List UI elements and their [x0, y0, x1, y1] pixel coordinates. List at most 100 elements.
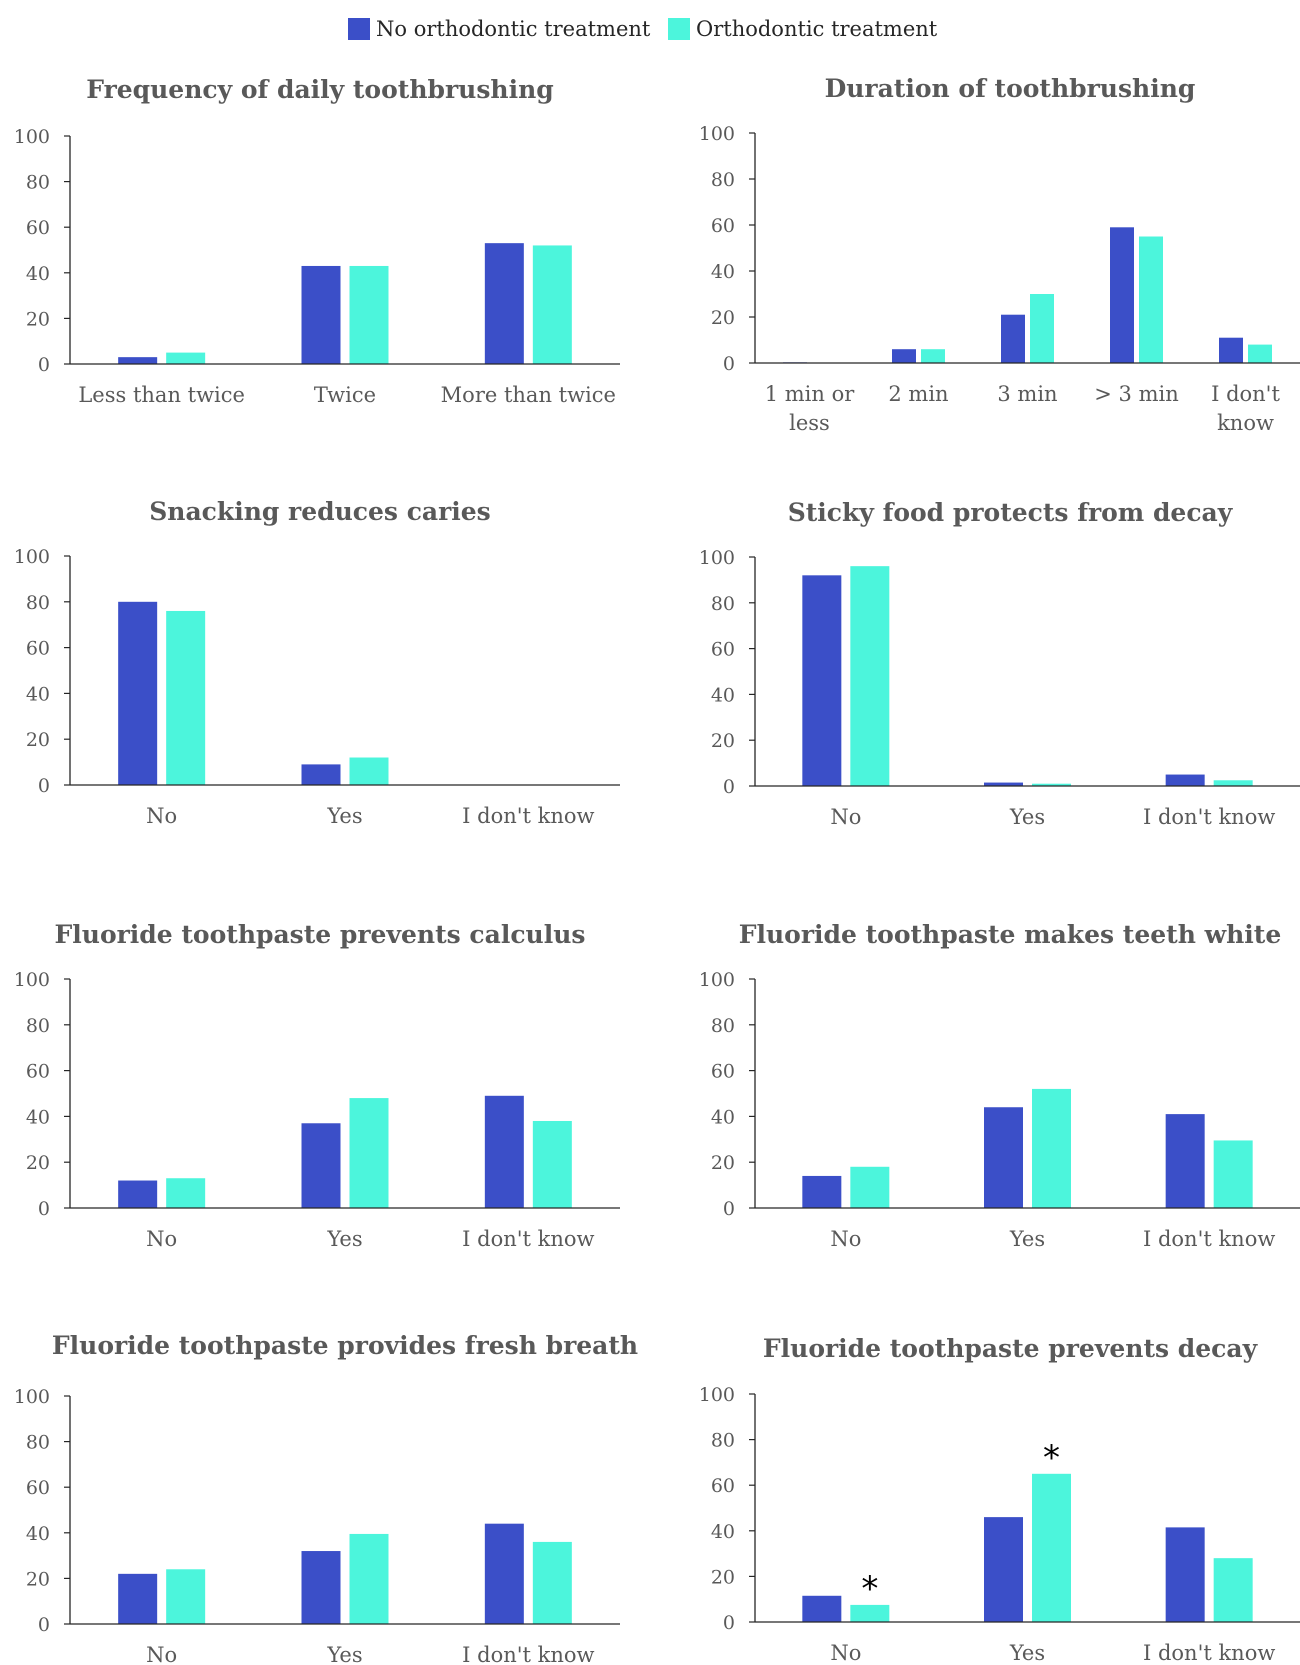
category-label: Yes	[1009, 1641, 1045, 1665]
bar-treatment-1	[850, 566, 890, 786]
y-tick-label: 100	[14, 969, 50, 991]
category-label: I don't know	[1143, 1641, 1275, 1665]
category-label: Yes	[1009, 1227, 1045, 1251]
y-tick-label: 20	[711, 1152, 735, 1174]
chart-title: Snacking reduces caries	[149, 497, 491, 526]
bar-treatment-2	[1032, 1088, 1071, 1208]
y-tick-label: 20	[711, 1566, 735, 1588]
y-tick-label: 60	[711, 215, 735, 237]
bar-treatment-1	[166, 610, 206, 785]
category-label: No	[146, 1643, 177, 1665]
category-label: Yes	[326, 1227, 362, 1251]
category-label: I don't know	[462, 804, 594, 828]
bar-no-treatment-1	[802, 1175, 842, 1208]
category-label: less	[789, 411, 830, 435]
y-tick-label: 80	[26, 1432, 50, 1454]
y-tick-label: 20	[26, 308, 50, 330]
y-tick-label: 0	[723, 1612, 735, 1634]
category-label: Yes	[326, 804, 362, 828]
chart-panel-7: Fluoride toothpaste provides fresh breat…	[14, 1331, 638, 1665]
bar-treatment-2	[1032, 1473, 1071, 1622]
chart-title: Duration of toothbrushing	[825, 74, 1196, 103]
bar-no-treatment-3	[1001, 314, 1025, 363]
bar-no-treatment-2	[984, 1107, 1023, 1208]
chart-panel-5: Fluoride toothpaste prevents calculus 0 20…	[14, 920, 620, 1251]
y-tick-label: 100	[699, 969, 735, 991]
y-tick-label: 60	[26, 217, 50, 239]
bar-no-treatment-1	[118, 601, 158, 785]
bar-no-treatment-4	[1110, 227, 1134, 363]
category-label: Yes	[326, 1643, 362, 1665]
bar-treatment-2	[349, 1098, 389, 1208]
y-tick-label: 0	[723, 776, 735, 798]
y-tick-label: 40	[26, 263, 50, 285]
category-label: I don't know	[462, 1643, 594, 1665]
bar-no-treatment-3	[484, 1095, 524, 1208]
bar-treatment-1	[166, 352, 206, 364]
bar-treatment-3	[1030, 294, 1054, 363]
category-label: > 3 min	[1094, 382, 1178, 406]
bar-treatment-3	[1213, 1558, 1253, 1622]
bar-treatment-2	[349, 757, 389, 785]
bar-no-treatment-2	[984, 1517, 1023, 1622]
bar-treatment-2	[921, 349, 945, 363]
y-tick-label: 40	[711, 684, 735, 706]
y-tick-label: 0	[38, 775, 50, 797]
y-tick-label: 100	[699, 1384, 735, 1406]
bar-no-treatment-2	[301, 1123, 341, 1208]
category-label: No	[146, 1227, 177, 1251]
chart-panel-6: Fluoride toothpaste makes teeth white 0 20…	[699, 920, 1300, 1251]
category-label: I don't know	[462, 1227, 594, 1251]
y-tick-label: 60	[26, 1061, 50, 1083]
bar-treatment-3	[532, 245, 572, 364]
category-label: Less than twice	[78, 383, 245, 407]
bar-treatment-1	[850, 1604, 890, 1622]
y-tick-label: 80	[711, 593, 735, 615]
category-label: 2 min	[888, 382, 948, 406]
chart-title: Fluoride toothpaste provides fresh breat…	[52, 1331, 638, 1360]
y-tick-label: 80	[26, 592, 50, 614]
bar-no-treatment-5	[1219, 337, 1243, 363]
y-tick-label: 20	[26, 729, 50, 751]
y-tick-label: 20	[711, 730, 735, 752]
legend-item-treatment: Orthodontic treatment	[668, 14, 937, 44]
y-tick-label: 80	[711, 169, 735, 191]
bar-treatment-3	[1213, 1140, 1253, 1208]
legend-swatch-no-treatment	[348, 18, 370, 40]
bar-no-treatment-1	[802, 575, 842, 786]
category-label: I don't know	[1143, 1227, 1275, 1251]
legend-label-treatment: Orthodontic treatment	[696, 17, 938, 41]
y-tick-label: 20	[26, 1152, 50, 1174]
y-tick-label: 40	[26, 1523, 50, 1545]
chart-title: Fluoride toothpaste makes teeth white	[739, 920, 1281, 949]
bar-treatment-3	[532, 1541, 572, 1624]
category-label: Yes	[1009, 805, 1045, 829]
bar-treatment-4	[1139, 236, 1163, 363]
category-label: I don't know	[1143, 805, 1275, 829]
category-label: No	[830, 1227, 861, 1251]
category-label: know	[1217, 411, 1274, 435]
bar-no-treatment-1	[118, 1180, 158, 1208]
y-tick-label: 100	[699, 123, 735, 145]
chart-title: Frequency of daily toothbrushing	[86, 75, 553, 104]
chart-panel-2: Duration of toothbrushing 0 20 40 60 80 100 1 m…	[699, 74, 1300, 435]
y-tick-label: 100	[14, 546, 50, 568]
category-label: No	[830, 805, 861, 829]
chart-title: Fluoride toothpaste prevents decay	[763, 1334, 1259, 1363]
y-tick-label: 40	[26, 683, 50, 705]
chart-legend: No orthodontic treatment Orthodontic tre…	[0, 10, 1300, 50]
legend-swatch-treatment	[668, 18, 690, 40]
bar-no-treatment-3	[1165, 774, 1205, 786]
chart-title: Sticky food protects from decay	[788, 498, 1234, 527]
bar-treatment-3	[532, 1120, 572, 1208]
category-label: No	[146, 804, 177, 828]
category-label: No	[830, 1641, 861, 1665]
y-tick-label: 80	[26, 172, 50, 194]
bar-no-treatment-3	[484, 1523, 524, 1624]
category-label: 1 min or	[765, 382, 856, 406]
y-tick-label: 60	[711, 639, 735, 661]
y-tick-label: 40	[26, 1106, 50, 1128]
bar-treatment-1	[166, 1569, 206, 1624]
significance-asterisk: *	[861, 1569, 878, 1609]
category-label: Twice	[314, 383, 376, 407]
